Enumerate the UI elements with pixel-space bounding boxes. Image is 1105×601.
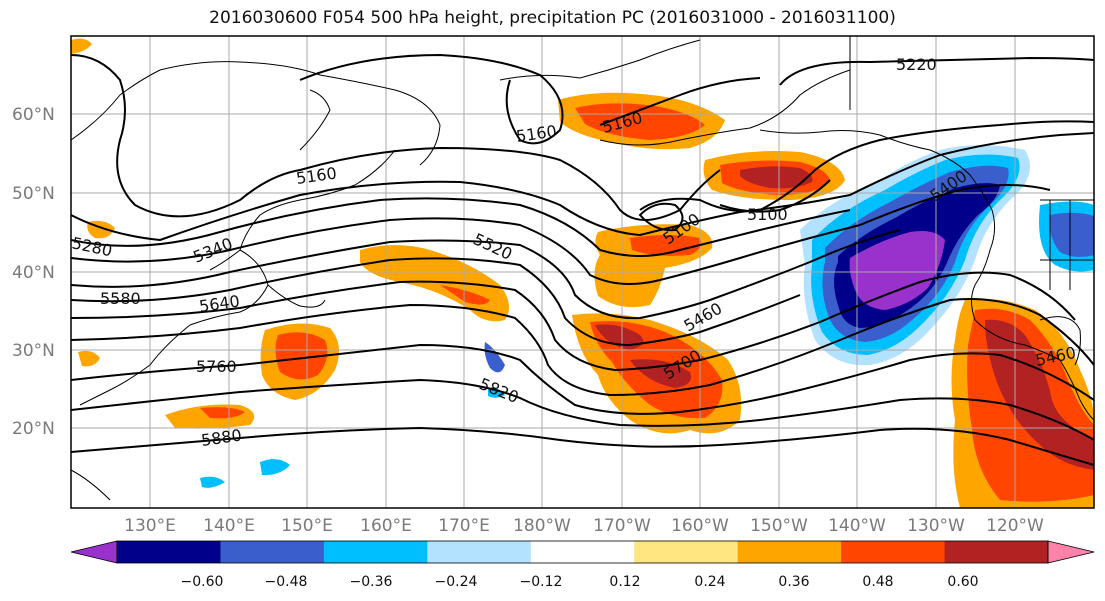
map-title: 2016030600 F054 500 hPa height, precipit… <box>209 8 896 28</box>
colorbar-swatch <box>634 541 739 563</box>
colorbar-swatch <box>530 541 635 563</box>
colorbar-ticks: −0.60 −0.48 −0.36 −0.24 −0.12 0.12 0.24 … <box>181 574 979 590</box>
plot-frame <box>70 35 1095 509</box>
lat-label: 60°N <box>12 105 55 125</box>
contour-label-5100: 5100 <box>747 205 788 224</box>
lat-label: 50°N <box>12 184 55 204</box>
precip-shading <box>71 38 1094 508</box>
lon-label: 160°E <box>360 516 412 536</box>
height-contours <box>71 53 1094 466</box>
lat-label: 30°N <box>12 341 55 361</box>
colorbar-extend-low <box>70 540 118 564</box>
colorbar-swatch <box>944 541 1049 563</box>
colorbar-tick-label: −0.36 <box>350 574 393 590</box>
colorbar-swatch <box>220 541 325 563</box>
colorbar-tick-label: −0.12 <box>520 574 563 590</box>
colorbar-tick-label: −0.60 <box>181 574 224 590</box>
colorbar-swatch <box>117 541 221 563</box>
colorbar-tick-label: 0.48 <box>862 574 893 590</box>
lon-label: 150°W <box>750 516 808 536</box>
colorbar-border <box>116 540 1049 564</box>
colorbar-tick-label: 0.24 <box>694 574 725 590</box>
latitude-labels: 60°N 50°N 40°N 30°N 20°N <box>12 105 55 439</box>
lon-label: 120°W <box>986 516 1044 536</box>
lon-label: 150°E <box>281 516 333 536</box>
lon-label: 160°W <box>671 516 729 536</box>
colorbar-swatches <box>70 540 1095 564</box>
lon-label: 180°W <box>513 516 571 536</box>
colorbar-tick-label: −0.24 <box>435 574 478 590</box>
lon-label: 130°W <box>907 516 965 536</box>
lat-label: 40°N <box>12 263 55 283</box>
colorbar-tick-label: 0.36 <box>778 574 809 590</box>
lon-label: 140°W <box>828 516 886 536</box>
colorbar-tick-label: 0.12 <box>609 574 640 590</box>
colorbar: −0.60 −0.48 −0.36 −0.24 −0.12 0.12 0.24 … <box>70 540 1095 590</box>
colorbar-swatch <box>841 541 946 563</box>
lon-label: 130°E <box>124 516 176 536</box>
colorbar-swatch <box>323 541 428 563</box>
longitude-labels: 130°E 140°E 150°E 160°E 170°E 180°W 170°… <box>124 516 1044 536</box>
lon-label: 170°W <box>593 516 651 536</box>
contour-label-5580: 5580 <box>100 289 141 308</box>
colorbar-tick-label: 0.60 <box>947 574 978 590</box>
contour-label-5220: 5220 <box>896 55 937 74</box>
contour-label-5760: 5760 <box>196 357 237 376</box>
colorbar-swatch <box>737 541 842 563</box>
lon-label: 170°E <box>438 516 490 536</box>
lat-label: 20°N <box>12 419 55 439</box>
colorbar-extend-high <box>1047 540 1095 564</box>
colorbar-swatch <box>427 541 532 563</box>
lon-label: 140°E <box>203 516 255 536</box>
colorbar-tick-label: −0.48 <box>265 574 308 590</box>
graticule <box>71 36 1094 508</box>
